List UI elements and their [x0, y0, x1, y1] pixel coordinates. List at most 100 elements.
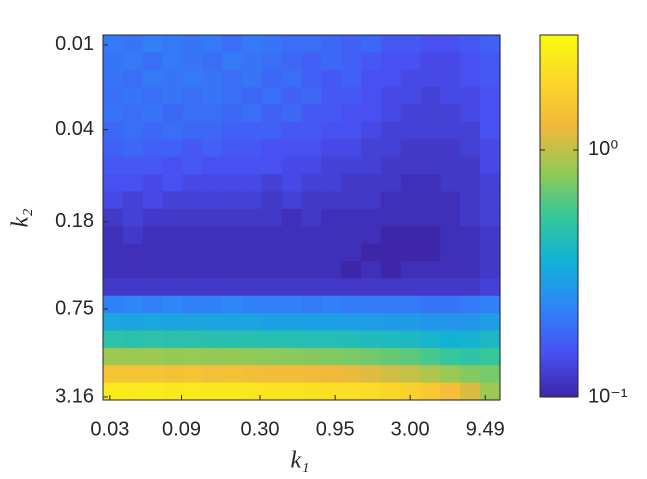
heatmap-cell — [142, 313, 164, 332]
heatmap-cell — [103, 35, 124, 53]
heatmap-cell — [261, 278, 283, 297]
heatmap-cell — [202, 87, 223, 106]
heatmap-cell — [440, 208, 461, 227]
heatmap-cell — [261, 347, 283, 366]
heatmap-cell — [420, 191, 442, 210]
heatmap-cell — [261, 139, 283, 158]
heatmap-cell — [301, 104, 322, 123]
heatmap-cell — [202, 260, 223, 279]
heatmap-cell — [281, 295, 303, 314]
heatmap-cell — [321, 139, 342, 158]
heatmap-cell — [281, 174, 303, 193]
heatmap-cell — [142, 243, 164, 262]
heatmap-cell — [321, 69, 342, 88]
heatmap-cell — [261, 52, 283, 71]
heatmap-cell — [380, 347, 402, 366]
heatmap-cell — [400, 226, 422, 245]
heatmap-cell — [400, 347, 422, 366]
heatmap-cell — [341, 156, 362, 175]
heatmap-cell — [122, 35, 144, 53]
heatmap-cell — [301, 156, 322, 175]
heatmap-cell — [400, 382, 422, 401]
heatmap-cell — [301, 278, 322, 297]
heatmap-cell — [301, 226, 322, 245]
y-tick-label: 3.16 — [55, 385, 94, 407]
heatmap-cell — [420, 295, 442, 314]
heatmap-cell — [301, 260, 322, 279]
y-tick-label: 0.75 — [55, 297, 94, 319]
heatmap-cell — [341, 313, 362, 332]
heatmap-cell — [400, 330, 422, 349]
heatmap-cell — [162, 313, 183, 332]
heatmap-cell — [182, 52, 203, 71]
heatmap-cell — [182, 278, 203, 297]
heatmap-cell — [162, 243, 183, 262]
heatmap-cell — [341, 139, 362, 158]
heatmap-cell — [420, 208, 442, 227]
heatmap-cell — [380, 174, 402, 193]
heatmap-cell — [321, 260, 342, 279]
heatmap-cell — [122, 52, 144, 71]
heatmap-cell — [341, 104, 362, 123]
heatmap-cell — [460, 121, 481, 140]
heatmap-cell — [103, 278, 124, 297]
heatmap-cell — [241, 69, 263, 88]
heatmap-cell — [400, 191, 422, 210]
heatmap-cell — [122, 69, 144, 88]
heatmap-cell — [222, 69, 243, 88]
heatmap-cell — [480, 208, 501, 227]
heatmap-cell — [321, 347, 342, 366]
heatmap-cell — [162, 87, 183, 106]
heatmap-cell — [202, 52, 223, 71]
heatmap-cell — [380, 226, 402, 245]
heatmap-cell — [321, 104, 342, 123]
heatmap-cell — [380, 382, 402, 401]
heatmap-cell — [122, 295, 144, 314]
heatmap-cell — [202, 295, 223, 314]
heatmap-cell — [103, 87, 124, 106]
heatmap-cell — [341, 243, 362, 262]
heatmap-cell — [162, 156, 183, 175]
heatmap-cell — [222, 139, 243, 158]
heatmap-cell — [341, 330, 362, 349]
heatmap-cell — [281, 330, 303, 349]
heatmap-cell — [460, 365, 481, 384]
x-tick-label: 0.30 — [241, 418, 280, 440]
heatmap-cell — [341, 260, 362, 279]
heatmap-cell — [480, 52, 501, 71]
heatmap-cell — [182, 208, 203, 227]
heatmap-cell — [142, 330, 164, 349]
heatmap-cell — [103, 382, 124, 401]
heatmap-cell — [142, 121, 164, 140]
heatmap-cell — [103, 243, 124, 262]
heatmap-cell — [380, 295, 402, 314]
heatmap-cell — [281, 104, 303, 123]
heatmap-cell — [182, 365, 203, 384]
heatmap-cell — [202, 365, 223, 384]
heatmap-cell — [480, 347, 501, 366]
heatmap-cell — [182, 313, 203, 332]
heatmap-cell — [222, 121, 243, 140]
heatmap-cell — [182, 347, 203, 366]
heatmap-cell — [400, 174, 422, 193]
heatmap-cell — [162, 295, 183, 314]
heatmap-cell — [142, 347, 164, 366]
heatmap-cell — [261, 295, 283, 314]
heatmap-cell — [241, 139, 263, 158]
heatmap-cell — [480, 121, 501, 140]
heatmap-cell — [202, 278, 223, 297]
heatmap-cell — [301, 121, 322, 140]
heatmap-cell — [341, 174, 362, 193]
heatmap-cell — [261, 243, 283, 262]
heatmap-cell — [440, 226, 461, 245]
heatmap-cell — [122, 260, 144, 279]
heatmap-cell — [182, 191, 203, 210]
heatmap-cell — [261, 208, 283, 227]
heatmap-cell — [222, 278, 243, 297]
heatmap-cell — [222, 156, 243, 175]
heatmap-cell — [480, 156, 501, 175]
heatmap-cell — [341, 278, 362, 297]
heatmap-cell — [142, 226, 164, 245]
heatmap-cell — [261, 69, 283, 88]
heatmap-cell — [281, 156, 303, 175]
